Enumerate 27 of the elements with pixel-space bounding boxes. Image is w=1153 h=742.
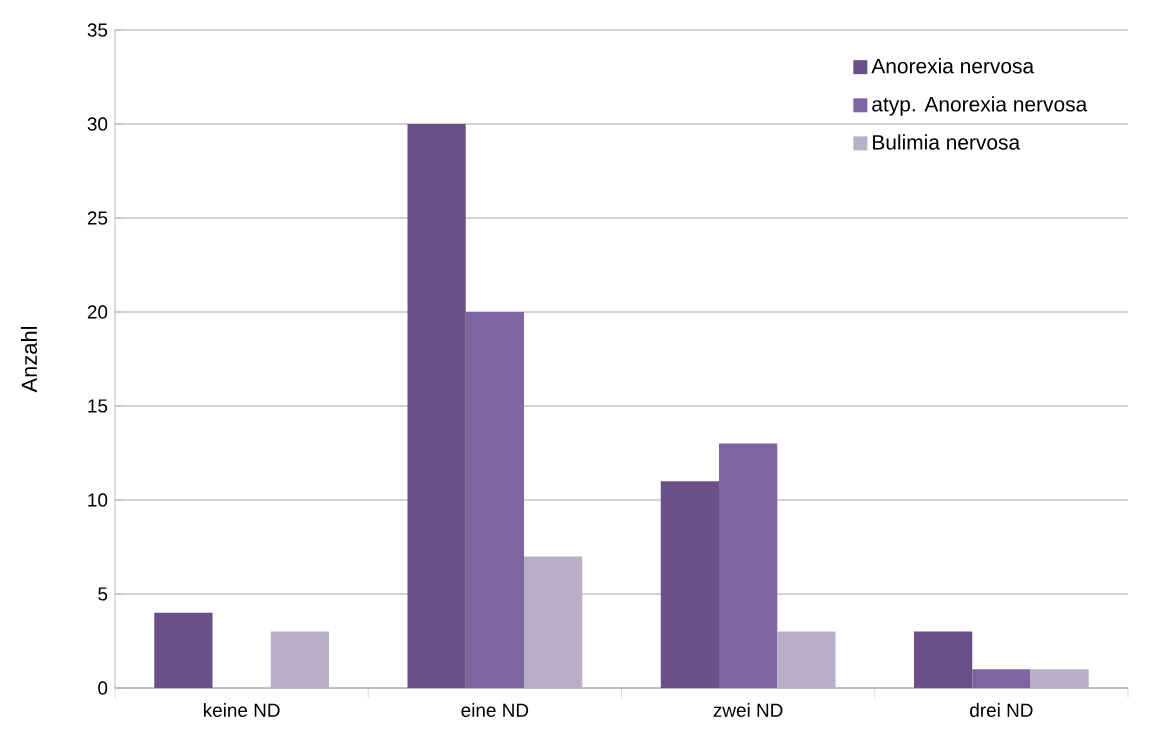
y-tick-label: 20 (87, 305, 108, 319)
bar (270, 631, 329, 688)
y-tick-label: 25 (87, 211, 108, 225)
y-tick-label: 15 (88, 399, 108, 413)
y-tick-label: 35 (87, 23, 108, 37)
bar (465, 312, 524, 688)
legend-label: atyp. Anorexia nervosa (872, 96, 1088, 116)
bar (914, 631, 973, 688)
bar (972, 669, 1031, 688)
y-tick-label: 0 (98, 681, 108, 695)
bar (719, 443, 778, 688)
y-tick-label: 30 (87, 117, 108, 131)
legend-label: Bulimia nervosa (873, 134, 1021, 150)
bar (777, 631, 836, 688)
bar (524, 556, 583, 688)
y-axis-title: Anzahl (20, 326, 38, 393)
bar (660, 481, 720, 688)
bar (407, 124, 466, 688)
y-tick-label: 5 (98, 587, 108, 601)
x-tick-label: keine ND (203, 703, 280, 717)
bar (1030, 669, 1089, 688)
y-tick-label: 10 (88, 493, 108, 507)
bar (154, 612, 213, 688)
x-tick-label: zwei ND (713, 703, 783, 717)
x-tick-label: eine ND (461, 703, 529, 717)
x-tick-label: drei ND (970, 703, 1033, 717)
legend-label: Anorexia nervosa (871, 58, 1035, 74)
